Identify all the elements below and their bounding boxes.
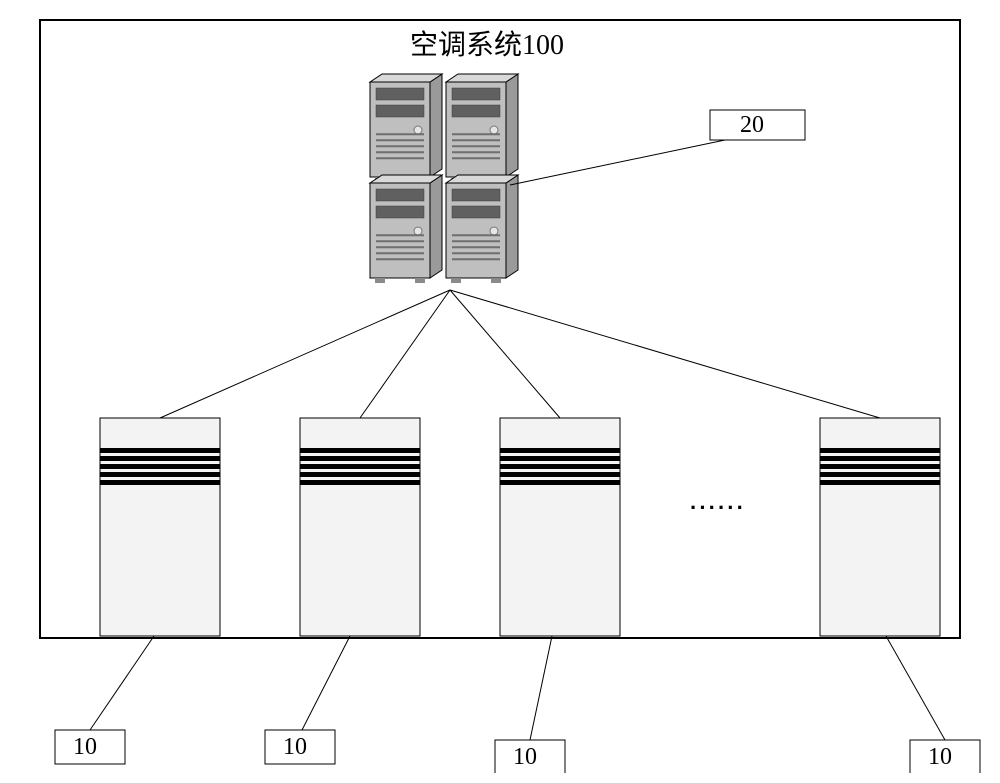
system-title: 空调系统100 <box>410 29 564 61</box>
air-conditioner-unit <box>300 418 420 636</box>
connection-line <box>160 290 450 418</box>
callout-20-leader <box>510 140 725 185</box>
callout-10-leader <box>886 636 945 740</box>
callout-10-label: 10 <box>73 734 97 760</box>
diagram-svg: 空调系统100 20 ······ 10 10 10 10 <box>10 10 990 773</box>
callout-10-leader <box>302 636 350 730</box>
ellipsis-more-units: ······ <box>690 495 746 520</box>
connection-line <box>360 290 450 418</box>
connection-line <box>450 290 560 418</box>
server-tower <box>446 175 518 283</box>
callout-10-leader <box>530 636 552 740</box>
air-conditioner-unit <box>500 418 620 636</box>
server-tower <box>446 74 518 182</box>
air-conditioner-unit <box>100 418 220 636</box>
callout-10-label: 10 <box>513 744 537 770</box>
callout-10-label: 10 <box>283 734 307 760</box>
callout-10-leader <box>90 636 154 730</box>
connection-line <box>450 290 880 418</box>
callout-10-label: 10 <box>928 744 952 770</box>
air-conditioner-unit <box>820 418 940 636</box>
callout-20-label: 20 <box>740 112 764 138</box>
diagram-canvas: 空调系统100 20 ······ 10 10 10 10 <box>10 10 990 773</box>
server-tower <box>370 175 442 283</box>
server-tower <box>370 74 442 182</box>
